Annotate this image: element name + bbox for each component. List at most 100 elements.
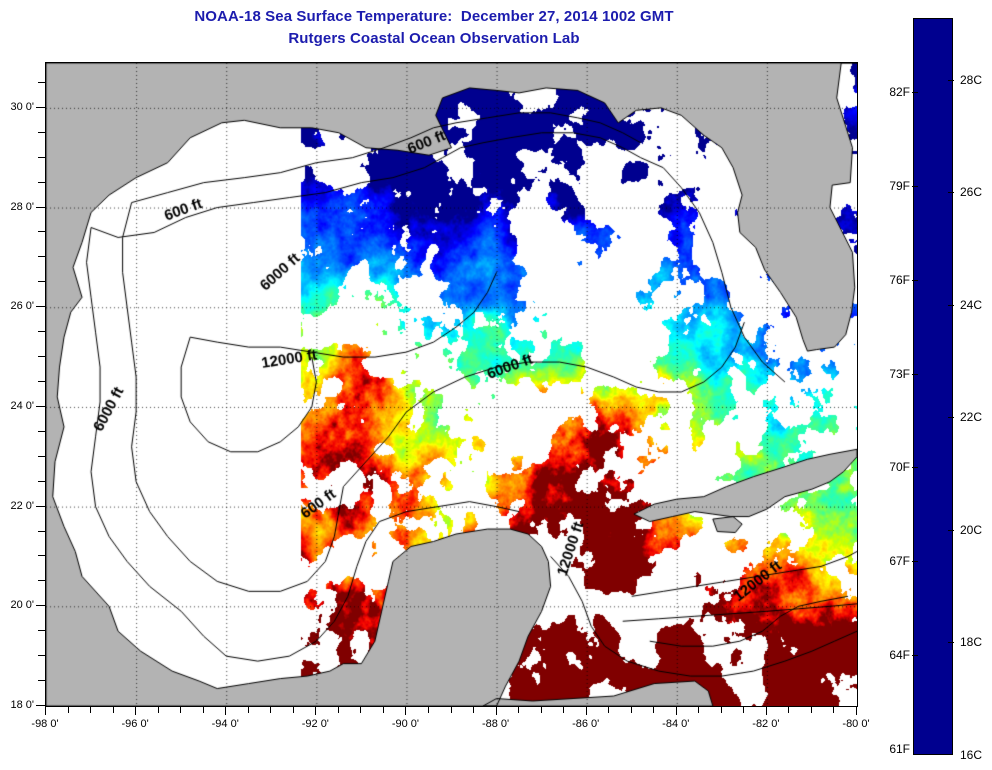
y-axis-tick xyxy=(38,356,45,358)
colorbar-fahrenheit-label: 73F xyxy=(889,366,910,381)
x-axis-tick xyxy=(698,706,700,713)
y-axis-tick xyxy=(38,156,45,158)
y-axis-tick xyxy=(36,106,45,108)
x-axis-label: -92 0' xyxy=(301,718,329,730)
x-axis-label: -80 0' xyxy=(842,718,870,730)
x-axis-tick xyxy=(540,706,542,713)
y-axis-tick xyxy=(38,131,45,133)
colorbar-celsius-label: 16C xyxy=(960,748,983,762)
x-axis-tick xyxy=(630,706,632,713)
x-axis-tick xyxy=(67,706,69,713)
colorbar-tick xyxy=(912,561,918,563)
temperature-colorbar xyxy=(913,18,953,755)
title-block: NOAA-18 Sea Surface Temperature: Decembe… xyxy=(0,6,868,50)
x-axis-tick xyxy=(833,706,835,713)
y-axis-tick xyxy=(38,381,45,382)
x-axis-tick xyxy=(157,706,159,713)
y-axis-label: 18 0' xyxy=(10,699,34,711)
x-axis-tick xyxy=(450,706,452,713)
x-axis-label: -94 0' xyxy=(211,718,239,730)
x-axis-tick xyxy=(135,706,137,715)
page-title: NOAA-18 Sea Surface Temperature: Decembe… xyxy=(194,8,674,25)
colorbar-fahrenheit-label: 70F xyxy=(889,460,910,475)
x-axis-label: -96 0' xyxy=(121,718,149,730)
y-axis-tick xyxy=(38,530,45,532)
colorbar-fahrenheit-label: 67F xyxy=(889,554,910,569)
colorbar-tick xyxy=(912,186,918,188)
x-axis-tick xyxy=(360,706,362,713)
y-axis-tick xyxy=(38,231,45,233)
colorbar-gradient xyxy=(913,18,953,755)
y-axis-tick xyxy=(38,580,45,582)
colorbar-fahrenheit-label: 82F xyxy=(889,85,910,100)
x-axis-tick xyxy=(720,706,722,713)
x-axis-tick xyxy=(810,706,812,713)
x-axis-label: -82 0' xyxy=(752,718,780,730)
colorbar-tick xyxy=(948,192,954,194)
x-axis-tick xyxy=(675,706,677,715)
colorbar-fahrenheit-label: 76F xyxy=(889,272,910,287)
y-axis-tick xyxy=(38,630,45,632)
x-axis-label: -90 0' xyxy=(391,718,420,730)
y-axis-tick xyxy=(36,605,45,607)
colorbar-celsius-label: 24C xyxy=(960,297,983,312)
y-axis-label: 28 0' xyxy=(10,200,34,213)
colorbar-celsius-label: 18C xyxy=(960,635,983,650)
colorbar-fahrenheit-label: 64F xyxy=(889,647,910,662)
colorbar-tick xyxy=(948,417,954,419)
colorbar-celsius-label: 20C xyxy=(960,522,983,537)
x-axis-tick xyxy=(382,706,384,713)
y-axis-tick xyxy=(36,206,45,208)
x-axis-tick xyxy=(405,706,407,715)
y-axis-label: 26 0' xyxy=(10,300,34,313)
x-axis-tick xyxy=(765,706,767,715)
y-axis-tick xyxy=(36,306,45,308)
x-axis-tick xyxy=(90,706,92,713)
x-axis-tick xyxy=(247,706,249,713)
y-axis-tick xyxy=(38,680,45,682)
x-axis-tick xyxy=(112,706,114,713)
x-axis-tick xyxy=(743,706,745,713)
y-axis-tick xyxy=(38,455,45,457)
y-axis-tick xyxy=(38,655,45,657)
x-axis-tick xyxy=(653,706,655,713)
colorbar-tick xyxy=(948,304,954,306)
colorbar-tick xyxy=(912,373,918,375)
colorbar-celsius-label: 26C xyxy=(960,185,983,200)
sst-map[interactable] xyxy=(45,62,858,707)
y-axis-tick xyxy=(36,505,45,507)
x-axis-label: -98 0' xyxy=(31,718,59,730)
y-axis-tick xyxy=(38,430,45,432)
x-axis-tick xyxy=(495,706,497,715)
x-axis-tick xyxy=(473,706,475,713)
x-axis-tick xyxy=(427,706,429,713)
x-axis-label: -86 0' xyxy=(572,718,600,730)
y-axis-tick xyxy=(38,256,45,258)
x-axis-tick xyxy=(45,706,46,715)
y-axis-tick xyxy=(38,281,45,283)
x-axis-tick xyxy=(180,706,182,713)
y-axis-tick xyxy=(38,480,45,482)
x-axis-tick xyxy=(788,706,790,713)
x-axis-tick xyxy=(337,706,339,713)
colorbar-celsius-label: 28C xyxy=(960,72,983,87)
y-axis-tick xyxy=(38,81,45,83)
colorbar-tick xyxy=(948,529,954,531)
sst-raster xyxy=(46,63,857,706)
x-axis-tick xyxy=(563,706,565,713)
y-axis-label: 24 0' xyxy=(10,399,34,412)
x-axis-tick xyxy=(856,706,857,715)
x-axis-tick xyxy=(315,706,317,715)
colorbar-tick xyxy=(912,279,918,281)
y-axis-tick xyxy=(38,331,45,333)
y-axis-tick xyxy=(38,181,45,183)
y-axis-label: 20 0' xyxy=(10,599,34,612)
colorbar-celsius-label: 22C xyxy=(960,410,983,425)
x-axis-tick xyxy=(270,706,272,713)
x-axis-tick xyxy=(585,706,587,715)
y-axis-label: 22 0' xyxy=(10,499,34,512)
colorbar-fahrenheit-label: 79F xyxy=(889,179,910,194)
x-axis-tick xyxy=(608,706,610,713)
y-axis-tick xyxy=(36,705,45,706)
x-axis-label: -84 0' xyxy=(662,718,690,730)
